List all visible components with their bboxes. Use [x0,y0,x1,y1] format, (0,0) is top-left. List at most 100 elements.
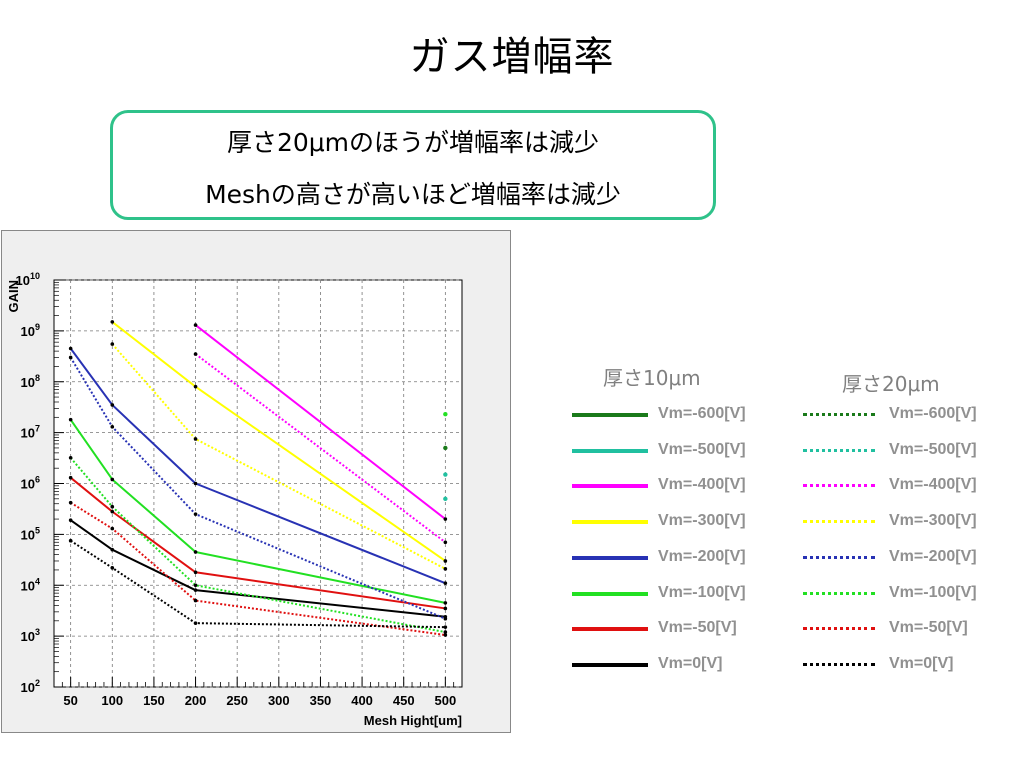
legend-solid-swatch [572,591,648,596]
x-tick-label: 350 [310,693,332,708]
x-axis-title: Mesh Hight[um] [364,713,462,728]
legend-label: Vm=-100[V] [889,583,977,601]
isolated-data-point [443,412,448,417]
data-point [193,598,198,603]
data-point [193,384,198,389]
legend-dotted-swatch [803,662,875,666]
x-tick-label: 200 [185,693,207,708]
legend-label: Vm=-50[V] [658,619,737,637]
series-line-20um [70,501,446,637]
data-point [193,621,198,625]
legend-label: Vm=0[V] [658,654,723,672]
data-point [193,588,198,592]
y-axis-title: GAIN [6,280,21,313]
y-tick-label: 108 [21,373,40,390]
y-tick-label: 107 [21,424,40,441]
data-point [68,417,73,422]
series-line-10um [70,476,446,610]
legend-label: Vm=-200[V] [658,547,746,565]
series-line-20um [194,353,446,544]
legend-label: Vm=-600[V] [658,405,746,422]
data-point [443,581,448,585]
data-point [110,477,115,482]
legend-label: Vm=-400[V] [658,476,746,494]
x-tick-label: 150 [143,693,165,708]
data-point [68,475,73,480]
x-tick-label: 500 [434,693,456,708]
series-line-10um [194,324,446,520]
series-line-20um [69,457,446,634]
legend-label: Vm=-200[V] [889,547,977,565]
x-tick-label: 100 [101,693,123,708]
data-point [193,550,198,554]
data-point [193,570,198,575]
legend-label: Vm=-500[V] [889,440,977,458]
data-point [443,633,448,637]
data-point [68,355,73,360]
legend-solid-swatch [572,555,648,560]
series-line-10um [69,347,446,585]
gain-chart: 50 100 150 200 250 300 350 400 450 500 102 103 104 10… [6,271,463,728]
x-tick-label: 50 [63,693,77,708]
legend-header-20um: 厚さ20μm [842,372,940,396]
data-point [110,547,115,552]
legend-dotted-swatch [803,591,875,595]
data-point [193,481,198,486]
data-point [110,342,115,346]
legend-label: Vm=-300[V] [889,512,977,530]
data-point [110,320,115,324]
series-line-10um [70,519,446,618]
data-point [68,518,73,522]
x-tick-label: 400 [351,693,373,708]
data-point [443,559,448,563]
legend-dotted-swatch [803,627,875,631]
legend-label: Vm=-500[V] [658,440,746,458]
isolated-data-point [443,472,448,477]
data-point [443,625,448,629]
data-point [110,403,115,407]
legend-label: Vm=-100[V] [658,583,746,601]
legend-header-10um: 厚さ10μm [603,366,701,390]
legend-dotted-swatch [803,448,875,452]
legend-label: Vm=-300[V] [658,512,746,530]
y-tick-label: 109 [21,322,40,339]
slide-title: ガス増幅率 [409,34,615,80]
x-tick-label: 300 [268,693,290,708]
data-point [110,526,115,531]
legend-label: Vm=-600[V] [889,405,977,422]
series-line-20um [70,539,446,629]
x-tick-label: 250 [226,693,248,708]
legend-solid-swatch [572,484,648,489]
summary-callout: 厚さ20μmのほうが増幅率は減少 Meshの高さが高いほど増幅率は減少 [110,110,716,220]
data-point [110,425,115,429]
series-line-10um [69,419,446,604]
callout-line-thickness: 厚さ20μmのほうが増幅率は減少 [226,128,600,157]
plot-frame: 50 100 150 200 250 300 350 400 450 500 102 103 104 10… [1,230,511,733]
legend-label: Vm=-400[V] [889,476,977,494]
data-point [443,517,448,521]
data-point [68,346,73,351]
data-point [193,323,198,327]
y-tick-label: 103 [21,627,40,644]
legend-label: Vm=0[V] [889,654,954,672]
data-point [68,500,73,505]
x-tick-label: 450 [393,693,415,708]
series-line-20um [69,356,446,620]
y-tick-label: 106 [21,475,40,492]
data-point [193,437,198,441]
legend-solid-swatch [572,448,648,453]
data-point [443,630,448,634]
data-point [68,456,73,460]
y-tick-label: 102 [21,678,40,695]
legend-solid-swatch [572,520,648,525]
data-point [443,567,448,571]
y-tick-label: 104 [21,576,40,593]
data-point [110,509,115,514]
legend-solid-swatch [572,662,648,667]
data-point [68,538,73,543]
data-point [193,352,198,356]
data-point [193,583,198,588]
data-point [193,512,198,516]
data-point [110,566,115,570]
y-tick-label: 105 [21,525,40,542]
